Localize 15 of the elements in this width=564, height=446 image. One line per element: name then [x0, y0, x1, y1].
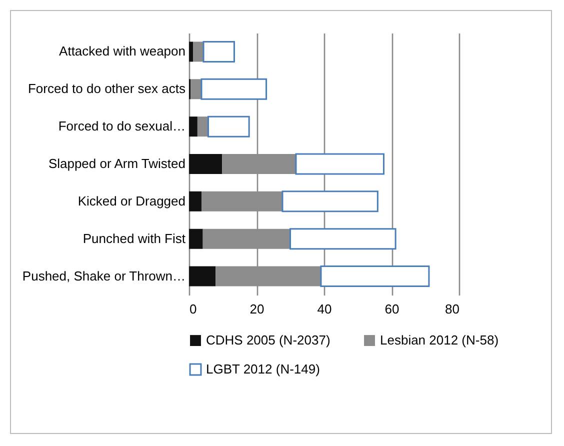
- y-tick-label: Kicked or Dragged: [78, 193, 186, 208]
- x-tick-label: 60: [384, 302, 400, 316]
- x-tick-label: 40: [317, 302, 332, 316]
- y-tick-label: Attacked with weapon: [59, 44, 186, 59]
- y-tick-label: Punched with Fist: [82, 230, 186, 246]
- y-tick-label: Slapped or Arm Twisted: [48, 156, 186, 171]
- x-tick-label: 20: [250, 302, 264, 316]
- x-tick-label: 0: [190, 302, 197, 316]
- legend-label: Lesbian 2012 (N-58): [380, 332, 499, 348]
- x-tick-label: 80: [445, 302, 460, 316]
- legend-label: CDHS 2005 (N-2037): [206, 332, 330, 348]
- legend-label: LGBT 2012 (N-149): [206, 362, 320, 376]
- y-tick-label: Forced to do sexual…: [58, 118, 186, 134]
- y-tick-label: Forced to do other sex acts: [28, 81, 186, 96]
- y-tick-label: Pushed, Shake or Thrown…: [22, 268, 186, 284]
